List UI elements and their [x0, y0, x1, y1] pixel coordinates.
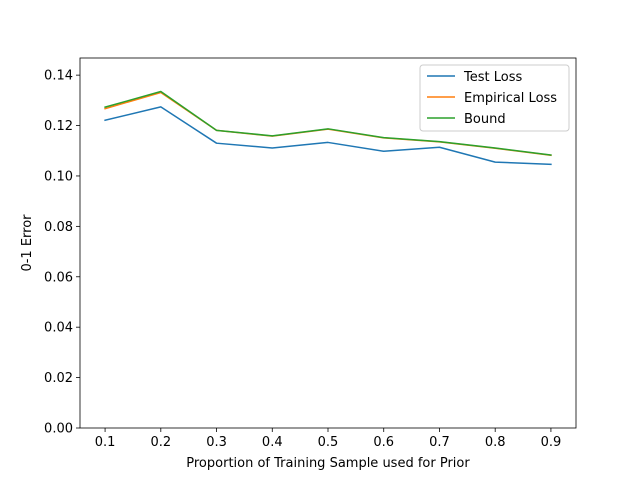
series-line-test-loss [104, 106, 552, 166]
y-tick-label: 0.04 [44, 321, 73, 336]
x-tick-label: 0.6 [373, 435, 394, 450]
series-line-bound [104, 90, 552, 156]
y-tick-label: 0.14 [44, 69, 73, 84]
y-tick-label: 0.10 [44, 169, 73, 184]
tick-layer: 0.1 0.2 0.3 0.4 0.5 0.6 0.7 0.8 0.9 0.00 0.02 0.04 0… [44, 69, 561, 450]
series-layer [104, 90, 552, 166]
x-tick-label: 0.5 [318, 435, 339, 450]
legend-box [419, 64, 570, 132]
legend: Test Loss Empirical Loss Bound [419, 64, 570, 132]
x-axis-label: Proportion of Training Sample used for P… [186, 456, 470, 471]
x-tick-label: 0.4 [262, 435, 283, 450]
x-tick-label: 0.7 [429, 435, 450, 450]
x-tick-label: 0.2 [150, 435, 171, 450]
y-tick-label: 0.08 [44, 220, 73, 235]
legend-label-bound: Bound [464, 112, 506, 127]
x-tick-label: 0.3 [206, 435, 227, 450]
x-tick-label: 0.9 [541, 435, 562, 450]
x-tick-label: 0.8 [485, 435, 506, 450]
y-axis-label: 0-1 Error [20, 214, 35, 272]
legend-label-empirical-loss: Empirical Loss [464, 91, 557, 106]
plot-frame [79, 57, 577, 429]
y-tick-label: 0.06 [44, 270, 73, 285]
x-tick-label: 0.1 [95, 435, 116, 450]
y-tick-label: 0.00 [44, 422, 73, 437]
y-tick-label: 0.02 [44, 371, 73, 386]
y-tick-label: 0.12 [44, 119, 73, 134]
legend-label-test-loss: Test Loss [463, 70, 522, 85]
